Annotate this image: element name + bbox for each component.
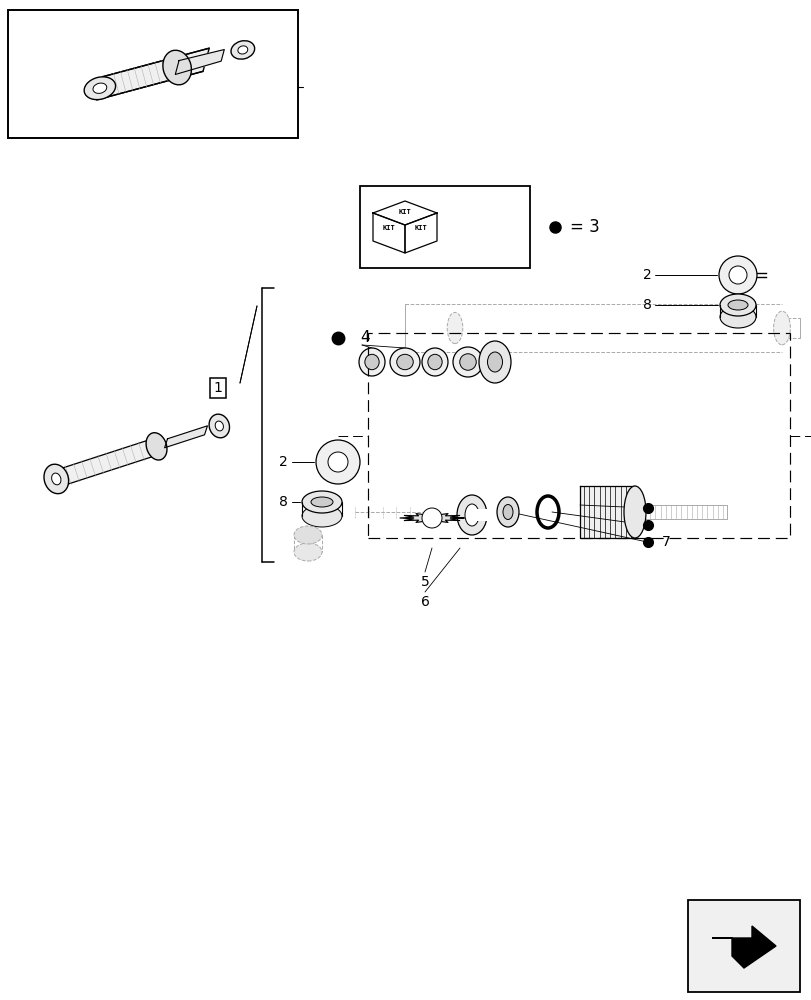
Ellipse shape (447, 312, 462, 344)
Polygon shape (579, 486, 634, 538)
Ellipse shape (719, 294, 755, 316)
Ellipse shape (215, 421, 223, 431)
Polygon shape (372, 213, 405, 253)
Ellipse shape (302, 491, 341, 513)
Text: 8: 8 (642, 298, 651, 312)
Polygon shape (405, 213, 436, 253)
Ellipse shape (238, 46, 247, 54)
Ellipse shape (44, 464, 68, 494)
Ellipse shape (487, 352, 502, 372)
Ellipse shape (294, 526, 322, 544)
Text: 2: 2 (279, 455, 288, 469)
Polygon shape (400, 513, 463, 523)
Text: KIT: KIT (398, 209, 411, 215)
Ellipse shape (52, 473, 61, 485)
Ellipse shape (457, 495, 487, 535)
Polygon shape (165, 426, 207, 448)
Polygon shape (97, 48, 209, 100)
Ellipse shape (727, 300, 747, 310)
Ellipse shape (311, 497, 333, 507)
Text: 6: 6 (420, 595, 429, 609)
Polygon shape (372, 201, 436, 225)
Ellipse shape (502, 504, 513, 519)
Circle shape (422, 508, 441, 528)
Polygon shape (711, 926, 775, 968)
Circle shape (728, 266, 746, 284)
Ellipse shape (453, 347, 483, 377)
Bar (471, 509, 489, 521)
Ellipse shape (427, 354, 442, 370)
Bar (687, 900, 799, 992)
Ellipse shape (209, 414, 230, 438)
Ellipse shape (294, 543, 322, 561)
Ellipse shape (422, 348, 448, 376)
Text: KIT: KIT (414, 225, 427, 231)
Bar (367, 333, 789, 538)
Ellipse shape (163, 50, 191, 85)
Circle shape (718, 256, 756, 294)
Ellipse shape (459, 354, 476, 370)
Polygon shape (175, 50, 224, 74)
Ellipse shape (364, 354, 379, 370)
Ellipse shape (465, 504, 478, 526)
Ellipse shape (230, 41, 255, 59)
Ellipse shape (478, 341, 510, 383)
Text: 4: 4 (359, 330, 369, 346)
Ellipse shape (397, 354, 413, 370)
Text: KIT: KIT (382, 225, 395, 231)
Ellipse shape (358, 348, 384, 376)
Bar (8, 10, 298, 138)
Polygon shape (53, 437, 159, 489)
Bar (687, 900, 799, 992)
Ellipse shape (623, 486, 646, 538)
Text: = 3: = 3 (569, 218, 599, 236)
Circle shape (315, 440, 359, 484)
Ellipse shape (496, 497, 518, 527)
Ellipse shape (719, 306, 755, 328)
Bar (359, 186, 530, 268)
Text: 7: 7 (661, 535, 670, 549)
Ellipse shape (146, 433, 167, 460)
Text: 2: 2 (642, 268, 651, 282)
Text: 8: 8 (279, 495, 288, 509)
Text: 1: 1 (213, 381, 222, 395)
Ellipse shape (773, 311, 789, 345)
Ellipse shape (389, 348, 419, 376)
Ellipse shape (93, 83, 106, 93)
Text: 5: 5 (420, 575, 429, 589)
Circle shape (328, 452, 348, 472)
Ellipse shape (302, 505, 341, 527)
Ellipse shape (84, 77, 115, 100)
